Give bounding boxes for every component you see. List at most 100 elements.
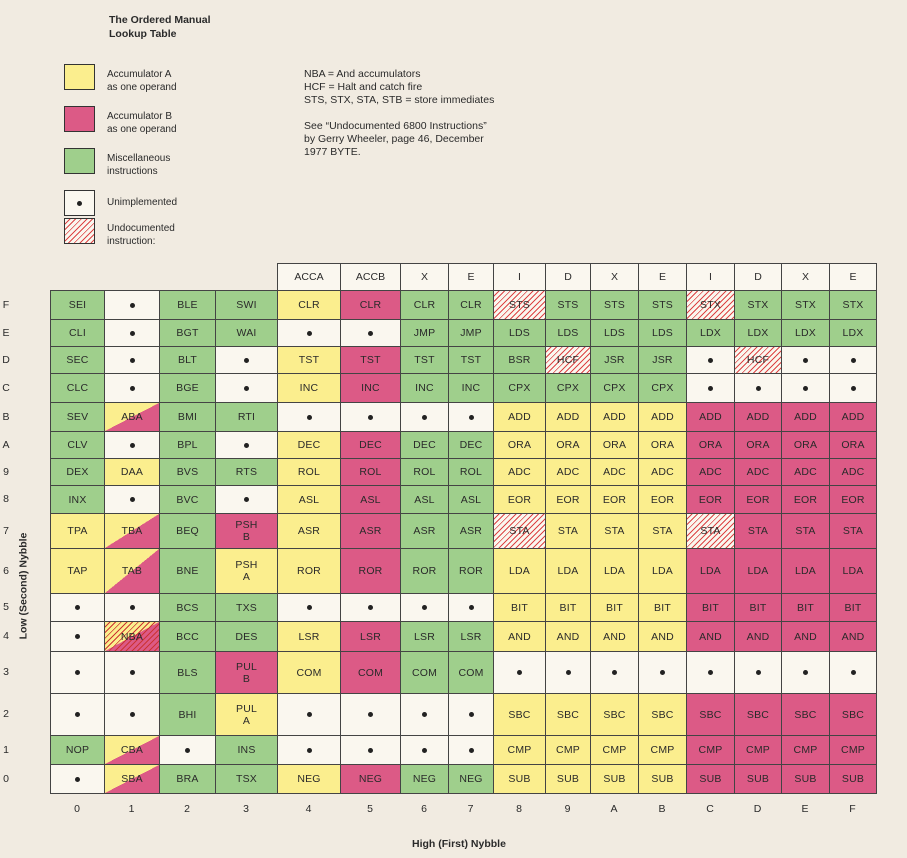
mnemonic-text: DES [235,630,258,643]
opcode-cell: SBC [781,693,830,736]
mnemonic-text: LDA [794,565,817,577]
opcode-cell: AND [638,621,687,652]
unimplemented-dot-icon [368,747,373,753]
unimplemented-dot-icon [75,670,80,675]
mnemonic-text: ASL [414,493,435,506]
mnemonic-text: CLV [67,439,88,451]
opcode-cell: ADD [638,402,687,432]
column-header: ACCA [277,263,341,291]
column-label: 5 [367,803,373,815]
opcode-cell: TBA [104,513,160,549]
mnemonic-text: TBA [121,525,143,537]
opcode-cell: SEI [50,290,105,320]
row-label: B [2,410,10,423]
unimplemented-dot-icon [306,330,312,336]
legend-label-line: Accumulator A [107,69,172,80]
opcode-cell: ADD [829,402,877,432]
unimplemented-dot-icon [850,357,856,363]
opcode-cell [104,431,160,459]
opcode-cell [50,651,105,694]
mnemonic-text: ORA [698,439,723,451]
unimplemented-dot-icon [422,414,427,420]
opcode-cell [215,431,278,459]
opcode-cell: CMP [638,735,687,765]
column-label: 8 [516,803,522,815]
mnemonic-text: CMP [841,744,865,756]
opcode-cell: TST [277,346,341,374]
mnemonic-text: COM [296,666,322,679]
opcode-cell: CPX [638,373,687,403]
mnemonic-text: ADC [556,466,580,478]
mnemonic-text: DEX [66,466,89,478]
opcode-cell: STA [734,513,782,549]
opcode-cell: CPX [493,373,546,403]
mnemonic-text: EOR [556,493,580,506]
mnemonic-text: CPX [508,382,531,394]
mnemonic-text: ORA [746,439,770,451]
opcode-cell: LDS [638,319,687,347]
unimplemented-dot-icon [306,605,312,610]
column-label: 9 [564,803,571,815]
opcode-cell: PSH A [215,548,278,594]
mnemonic-text: CLR [298,299,320,311]
mnemonic-text: STA [700,525,721,537]
opcode-cell: EOR [493,485,546,514]
mnemonic-text: BGT [176,327,199,339]
opcode-cell: ASL [448,485,494,514]
mnemonic-text: DEC [459,439,483,451]
row-label: F [2,298,10,311]
opcode-cell: INC [448,373,494,403]
mnemonic-text: ADD [651,411,674,423]
mnemonic-text: ADD [794,411,817,423]
opcode-cell: TAP [50,548,105,594]
opcode-cell: BLS [159,651,216,694]
opcode-cell: LDA [493,548,546,594]
unimplemented-dot-icon [660,670,665,675]
row-label: 9 [3,465,9,478]
column-label: 0 [74,803,80,815]
column-header: I [493,263,546,291]
opcode-cell: RTI [215,402,278,432]
mnemonic-text: SBC [794,708,817,721]
opcode-cell: STA [638,513,687,549]
mnemonic-text: NBA [120,630,144,643]
opcode-cell: LDA [638,548,687,594]
opcode-cell: CLR [277,290,341,320]
mnemonic-text: SUB [651,773,674,785]
opcode-cell: ASR [340,513,401,549]
row-label: E [2,326,10,339]
mnemonic-text: LSR [460,630,482,643]
opcode-cell: LSR [448,621,494,652]
mnemonic-text: SWI [236,299,257,311]
mnemonic-text: A [242,714,251,727]
opcode-cell: EOR [734,485,782,514]
opcode-cell: TST [448,346,494,374]
column-label: 7 [467,803,474,815]
mnemonic-text: TAP [67,565,88,577]
opcode-cell: CLV [50,431,105,459]
unimplemented-dot-icon [129,670,135,675]
opcode-cell: ORA [829,431,877,459]
opcode-cell: ASR [448,513,494,549]
mnemonic-text: SBC [841,708,865,721]
x-axis-label: High (First) Nybble [412,838,506,850]
opcode-cell: BSR [493,346,546,374]
opcode-cell: CMP [545,735,591,765]
opcode-cell: NEG [448,764,494,794]
mnemonic-text: BVS [176,466,199,478]
opcode-cell: STS [638,290,687,320]
opcode-cell: NOP [50,735,105,765]
opcode-cell: CMP [734,735,782,765]
opcode-cell: STA [781,513,830,549]
opcode-cell: ADC [493,458,546,486]
opcode-cell: ASL [277,485,341,514]
row-label: 6 [3,564,9,577]
opcode-cell: TPA [50,513,105,549]
unimplemented-dot-icon [468,605,474,610]
opcode-cell [277,402,341,432]
opcode-cell: TXS [215,593,278,622]
legend-item: Miscellaneous instructions [64,148,314,188]
unimplemented-dot-icon [422,747,427,753]
opcode-cell: ADC [638,458,687,486]
note-line: HCF = Halt and catch fire [304,81,423,93]
